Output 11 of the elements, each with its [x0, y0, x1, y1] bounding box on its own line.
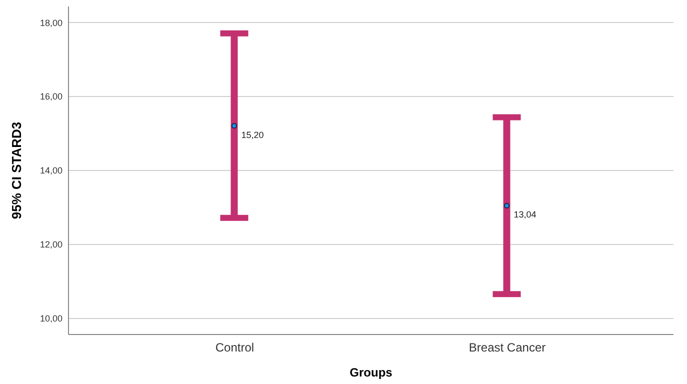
- y-tick-label: 16,00: [40, 92, 62, 102]
- y-axis-title: 95% CI STARD3: [8, 122, 24, 220]
- x-tick-label: Control: [215, 340, 254, 354]
- x-tick-label: Breast Cancer: [468, 340, 546, 354]
- data-label: 15,20: [241, 130, 264, 140]
- data-label: 13,04: [514, 210, 536, 220]
- y-tick-label: 18,00: [40, 18, 62, 28]
- x-axis-title: Groups: [350, 366, 393, 380]
- y-tick-label: 12,00: [40, 240, 62, 250]
- y-tick-label: 10,00: [40, 314, 62, 324]
- y-tick-label: 14,00: [40, 166, 62, 176]
